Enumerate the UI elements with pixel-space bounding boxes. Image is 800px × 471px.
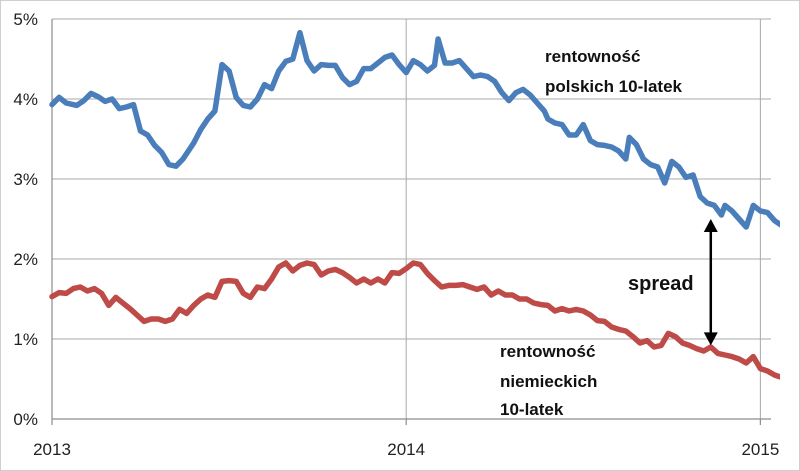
poland-label-line2: polskich 10-latek (545, 77, 683, 96)
axes (51, 19, 771, 425)
x-tick-label: 2015 (741, 440, 779, 459)
spread-arrow (703, 219, 718, 346)
germany-label-line3: 10-latek (500, 400, 564, 419)
x-tick-label: 2014 (387, 440, 425, 459)
y-tick-label: 4% (13, 90, 38, 109)
y-tick-label: 1% (13, 330, 38, 349)
y-tick-label: 0% (13, 410, 38, 429)
y-tick-label: 2% (13, 250, 38, 269)
poland-label-line1: rentowność (545, 47, 640, 66)
series-lines (49, 29, 780, 380)
series-line-1 (49, 29, 780, 230)
x-tick-label: 2013 (33, 440, 71, 459)
spread-label: spread (628, 273, 694, 295)
germany-label-line1: rentowność (500, 342, 595, 361)
y-tick-label: 3% (13, 170, 38, 189)
germany-label-line2: niemieckich (500, 372, 597, 391)
spread-arrow-head-down (703, 332, 718, 346)
y-tick-label: 5% (13, 10, 38, 29)
series-line-2 (49, 260, 780, 380)
spread-arrow-head-up (703, 219, 718, 232)
tick-labels: 0% 1% 2% 3% 4% 5% 2013 2014 2015 (13, 10, 779, 459)
